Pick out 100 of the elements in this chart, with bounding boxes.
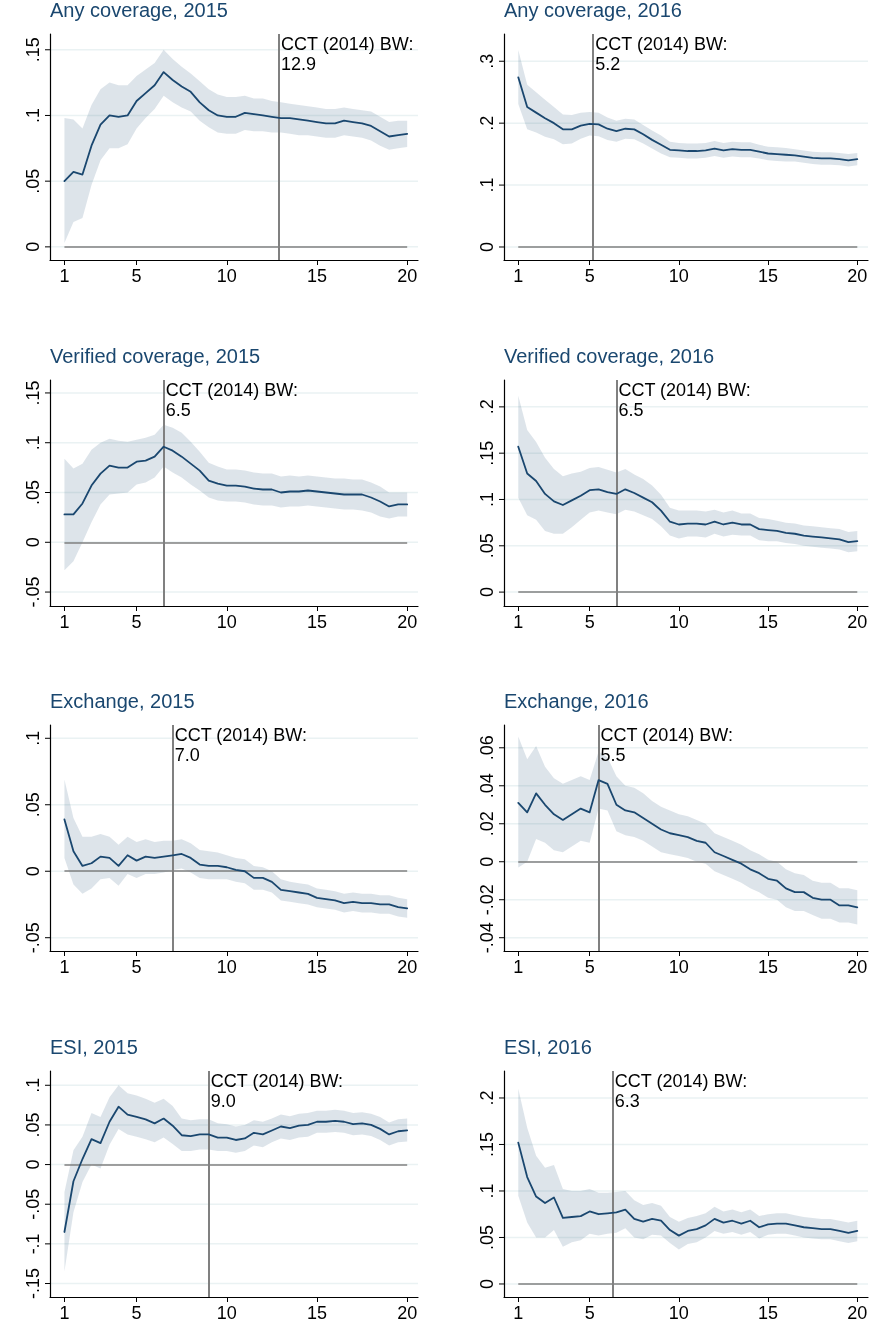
chart-title: Exchange, 2015 [50,690,195,712]
x-tick-label: 10 [668,612,689,632]
y-tick-label: 0 [477,587,497,598]
x-tick-label: 1 [513,266,524,286]
y-tick-label: .2 [477,115,497,131]
chart-title: Verified coverage, 2015 [50,345,261,367]
ref-line-label: CCT (2014) BW: 6.5 [165,380,299,420]
x-tick-label: 20 [847,612,868,632]
x-tick-label: 10 [216,612,237,632]
x-tick-label: 5 [131,1303,142,1323]
chart-title: ESI, 2015 [50,1036,138,1058]
y-tick-label: .15 [477,1131,497,1157]
y-tick-label: .1 [477,177,497,193]
x-tick-label: 5 [584,266,595,286]
x-tick-label: 5 [131,612,142,632]
x-tick-label: 15 [306,957,327,977]
x-tick-label: 15 [758,266,779,286]
x-tick-label: 5 [584,612,595,632]
y-tick-label: .2 [477,399,497,415]
x-tick-label: 1 [59,957,70,977]
x-tick-label: 15 [306,612,327,632]
y-tick-label: 0 [477,241,497,253]
x-tick-label: 15 [306,1303,327,1323]
y-tick-label: .1 [23,107,43,123]
x-tick-label: 15 [306,266,327,286]
y-tick-label: -.15 [23,1268,43,1300]
ref-line-label: CCT (2014) BW: 7.0 [174,725,308,765]
y-tick-label: -.05 [23,1188,43,1220]
y-tick-label: .1 [477,1183,497,1199]
y-tick-label: -.05 [23,576,43,608]
y-tick-label: .3 [477,53,497,69]
y-tick-label: .1 [23,730,43,746]
line-series [63,818,409,910]
y-tick-label: .04 [477,773,497,799]
y-tick-label: .05 [23,479,43,506]
y-tick-label: .05 [23,792,43,818]
x-tick-label: 1 [59,1303,70,1323]
y-tick-label: -.02 [477,884,497,916]
y-tick-label: .06 [477,735,497,761]
x-tick-label: 5 [131,957,142,977]
x-tick-label: 1 [59,266,70,286]
y-tick-label: .05 [477,1224,497,1250]
y-tick-label: 0 [23,537,43,548]
ref-line-label: CCT (2014) BW: 5.5 [600,725,733,765]
line-series [63,1105,409,1233]
y-tick-label: .15 [23,380,43,406]
x-tick-label: 10 [668,1303,689,1323]
line-series [517,76,859,162]
y-tick-label: .02 [477,811,497,837]
y-tick-label: 0 [477,1278,497,1289]
x-tick-label: 20 [847,957,868,977]
y-tick-label: -.05 [23,922,43,954]
x-tick-label: 10 [216,266,237,286]
y-tick-label: .05 [23,168,43,194]
x-tick-label: 5 [584,957,595,977]
y-tick-label: .15 [477,440,497,466]
chart-title: Any coverage, 2015 [50,0,228,21]
x-tick-label: 10 [668,266,689,286]
x-tick-label: 5 [131,266,142,286]
x-tick-label: 20 [397,1303,418,1323]
y-tick-label: .05 [23,1112,43,1138]
y-tick-label: 0 [23,241,43,252]
x-tick-label: 20 [397,612,418,632]
y-tick-label: -.1 [23,1233,43,1255]
line-series [63,71,409,183]
y-tick-label: .2 [477,1090,497,1106]
x-tick-label: 1 [59,612,70,632]
line-series [517,445,859,543]
ref-line-label: CCT (2014) BW: 5.2 [595,34,728,74]
line-series [517,779,859,909]
x-tick-label: 1 [513,612,524,632]
x-tick-label: 20 [397,957,418,977]
y-tick-label: 0 [23,866,43,877]
y-tick-label: .05 [477,533,497,559]
line-series [517,1141,859,1237]
y-tick-label: 0 [23,1159,43,1170]
ref-line-label: CCT (2014) BW: 6.5 [618,380,751,420]
y-tick-label: .1 [23,435,43,451]
ref-line-label: CCT (2014) BW: 9.0 [210,1071,344,1111]
x-tick-label: 20 [397,266,418,286]
x-tick-label: 1 [513,957,524,977]
y-tick-label: .1 [477,491,497,507]
chart-title: Exchange, 2016 [504,690,649,712]
x-tick-label: 15 [758,1303,779,1323]
ref-line-label: CCT (2014) BW: 6.3 [614,1071,748,1111]
x-tick-label: 1 [513,1303,524,1323]
x-tick-label: 5 [584,1303,595,1323]
x-tick-label: 20 [847,266,868,286]
y-tick-label: .1 [23,1077,43,1093]
chart-title: Any coverage, 2016 [504,0,682,21]
x-tick-label: 20 [847,1303,868,1323]
x-tick-label: 15 [758,612,779,632]
y-tick-label: -.04 [477,922,497,954]
y-tick-label: .15 [23,37,43,63]
chart-title: Verified coverage, 2016 [504,345,715,367]
x-tick-label: 10 [216,957,237,977]
line-series [63,445,409,516]
chart-title: ESI, 2016 [504,1036,592,1058]
x-tick-label: 15 [758,957,779,977]
x-tick-label: 10 [668,957,689,977]
